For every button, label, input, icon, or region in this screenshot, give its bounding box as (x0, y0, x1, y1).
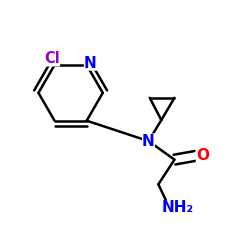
Text: N: N (142, 134, 155, 148)
Text: Cl: Cl (44, 51, 60, 66)
Text: NH₂: NH₂ (162, 200, 194, 215)
Text: O: O (196, 148, 209, 164)
Text: N: N (84, 56, 97, 70)
